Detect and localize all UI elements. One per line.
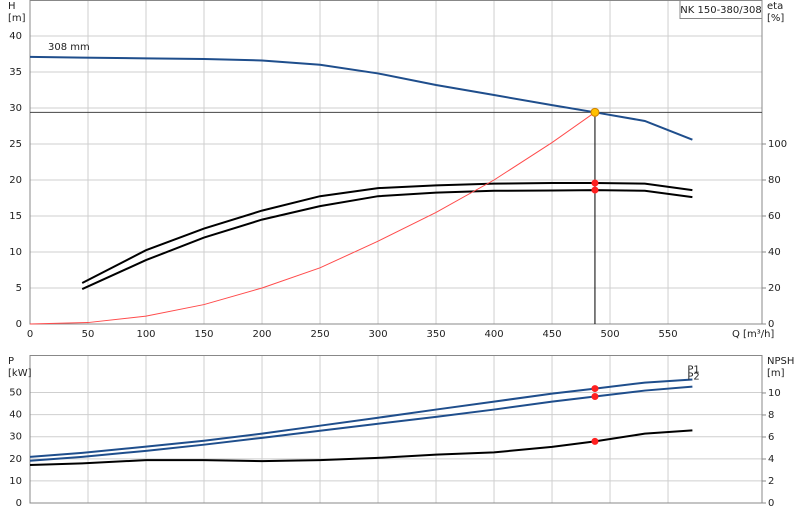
- y-axis-unit: [m]: [8, 13, 26, 24]
- y-tick-label: 0: [16, 498, 22, 509]
- x-tick-label: 350: [426, 329, 445, 340]
- y2-tick-label: 20: [768, 283, 781, 294]
- y-tick-label: 30: [9, 432, 22, 443]
- y2-tick-label: 0: [768, 319, 774, 330]
- x-tick-label: 100: [136, 329, 155, 340]
- y-tick-label: 50: [9, 388, 22, 399]
- y2-tick-label: 8: [768, 410, 774, 421]
- y-axis-label: H: [8, 1, 16, 12]
- series-line: [29, 111, 596, 325]
- x-tick-label: 150: [194, 329, 213, 340]
- x-tick-label: 500: [600, 329, 619, 340]
- y-tick-label: 0: [16, 319, 22, 330]
- y-tick-label: 5: [16, 283, 22, 294]
- y-tick-label: 40: [9, 410, 22, 421]
- plot-frame: [29, 0, 763, 325]
- y-tick-label: 35: [9, 67, 22, 78]
- plot-frame: [29, 355, 763, 504]
- y2-axis-label: NPSH: [767, 356, 794, 367]
- x-tick-label: 250: [310, 329, 329, 340]
- operating-dot: [591, 393, 599, 401]
- x-tick-label: 550: [658, 329, 677, 340]
- series-label: P1: [687, 365, 699, 376]
- y-tick-label: 20: [9, 175, 22, 186]
- y-axis-label: P: [8, 356, 14, 367]
- y2-tick-label: 40: [768, 247, 781, 258]
- y2-tick-label: 80: [768, 175, 781, 186]
- series-label: P2: [687, 372, 699, 383]
- operating-dot: [591, 179, 599, 187]
- y2-tick-label: 6: [768, 432, 774, 443]
- operating-dot: [591, 437, 599, 445]
- x-tick-label: 50: [82, 329, 95, 340]
- y2-tick-label: 100: [768, 139, 787, 150]
- chart-title: NK 150-380/308: [680, 5, 761, 16]
- series-line: [81, 182, 693, 284]
- y-tick-label: 25: [9, 139, 22, 150]
- x-tick-label: 300: [368, 329, 387, 340]
- series-line: [29, 55, 693, 141]
- operating-dot: [591, 385, 599, 393]
- y2-tick-label: 4: [768, 454, 774, 465]
- y-tick-label: 40: [9, 31, 22, 42]
- operating-dot: [591, 186, 599, 194]
- y-tick-label: 30: [9, 103, 22, 114]
- y2-tick-label: 60: [768, 211, 781, 222]
- y2-axis-unit: [m]: [767, 368, 785, 379]
- x-axis-label: Q [m³/h]: [732, 329, 774, 340]
- y-tick-label: 15: [9, 211, 22, 222]
- y-axis-unit: [kW]: [8, 368, 32, 379]
- y2-tick-label: 10: [768, 388, 781, 399]
- y2-axis-unit: [%]: [767, 13, 784, 24]
- title-box: [679, 0, 763, 19]
- x-tick-label: 0: [27, 329, 33, 340]
- series-label: 308 mm: [48, 42, 90, 53]
- operating-point: [590, 107, 600, 117]
- y-tick-label: 10: [9, 476, 22, 487]
- series-line: [81, 189, 693, 290]
- y-tick-label: 20: [9, 454, 22, 465]
- y2-axis-label: eta: [767, 1, 783, 12]
- y-tick-label: 10: [9, 247, 22, 258]
- y2-tick-label: 0: [768, 498, 774, 509]
- x-tick-label: 450: [542, 329, 561, 340]
- x-tick-label: 200: [252, 329, 271, 340]
- x-tick-label: 400: [484, 329, 503, 340]
- y2-tick-label: 2: [768, 476, 774, 487]
